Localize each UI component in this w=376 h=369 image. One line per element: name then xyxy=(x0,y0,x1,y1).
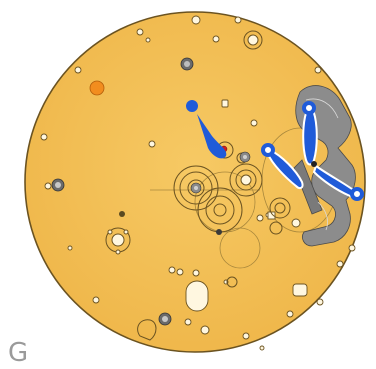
gear-center-jewel xyxy=(190,182,202,194)
blue-highlight-nodes xyxy=(261,101,364,201)
rect-slots xyxy=(185,99,308,312)
main-plate xyxy=(24,11,366,353)
small-dark-pivot xyxy=(216,229,222,235)
bridge-inner-lines xyxy=(305,98,339,231)
cluster-pivot xyxy=(311,161,317,167)
left-jewel xyxy=(51,178,65,192)
bottom-left-jewel xyxy=(158,312,172,326)
top-jewel xyxy=(180,57,194,71)
blue-highlight-cluster xyxy=(266,107,358,198)
bottom-center-parts xyxy=(137,269,238,341)
orange-jewel xyxy=(89,80,105,96)
gray-jewel-mid xyxy=(239,151,251,163)
corner-letter: G xyxy=(8,338,29,368)
top-right-screw xyxy=(243,30,263,50)
small-dot-left xyxy=(119,211,125,217)
left-wheel xyxy=(105,227,131,255)
rim-screws xyxy=(40,15,356,351)
blue-pointer-left xyxy=(186,100,227,159)
